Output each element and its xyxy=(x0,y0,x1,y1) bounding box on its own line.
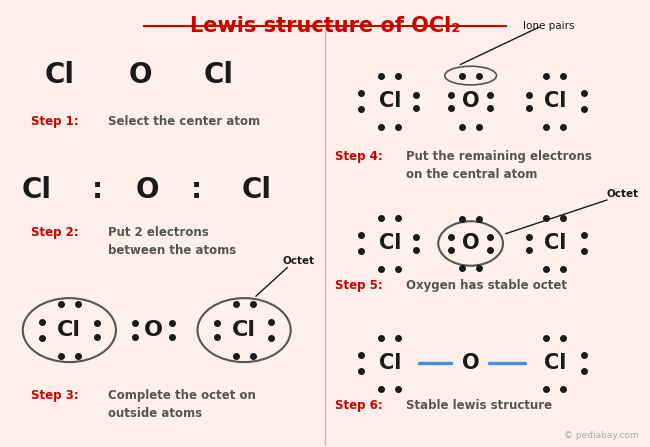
Text: Octet: Octet xyxy=(283,256,315,266)
Text: Cl: Cl xyxy=(203,61,233,89)
Text: Cl: Cl xyxy=(543,91,566,111)
Text: Cl: Cl xyxy=(57,320,81,340)
Text: © pediabay.com: © pediabay.com xyxy=(564,431,639,440)
Text: Cl: Cl xyxy=(22,176,52,204)
Text: Put the remaining electrons
on the central atom: Put the remaining electrons on the centr… xyxy=(406,150,592,181)
Text: Step 1:: Step 1: xyxy=(31,115,78,128)
Text: Step 6:: Step 6: xyxy=(335,399,382,412)
Text: Put 2 electrons
between the atoms: Put 2 electrons between the atoms xyxy=(108,226,237,257)
Text: O: O xyxy=(462,233,480,253)
Text: lone pairs: lone pairs xyxy=(523,21,574,31)
Text: O: O xyxy=(135,176,159,204)
Text: Select the center atom: Select the center atom xyxy=(108,115,260,128)
Text: Oxygen has stable octet: Oxygen has stable octet xyxy=(406,279,567,292)
Text: Cl: Cl xyxy=(378,91,401,111)
Text: :: : xyxy=(191,176,202,204)
Text: O: O xyxy=(144,320,163,340)
Text: Cl: Cl xyxy=(242,176,272,204)
Text: Cl: Cl xyxy=(232,320,256,340)
Text: Cl: Cl xyxy=(543,354,566,373)
Text: Step 4:: Step 4: xyxy=(335,150,382,163)
Text: Lewis structure of OCl₂: Lewis structure of OCl₂ xyxy=(190,16,460,36)
Text: O: O xyxy=(129,61,152,89)
Text: O: O xyxy=(462,354,480,373)
Text: O: O xyxy=(462,91,480,111)
Text: Complete the octet on
outside atoms: Complete the octet on outside atoms xyxy=(108,389,256,420)
Text: Cl: Cl xyxy=(45,61,75,89)
Text: :: : xyxy=(92,176,103,204)
Text: Cl: Cl xyxy=(378,233,401,253)
Text: Step 5:: Step 5: xyxy=(335,279,382,292)
Text: Cl: Cl xyxy=(543,233,566,253)
Text: Stable lewis structure: Stable lewis structure xyxy=(406,399,552,412)
Text: Cl: Cl xyxy=(378,354,401,373)
Text: Step 2:: Step 2: xyxy=(31,226,78,239)
Text: Step 3:: Step 3: xyxy=(31,389,78,402)
Text: Octet: Octet xyxy=(606,189,639,199)
